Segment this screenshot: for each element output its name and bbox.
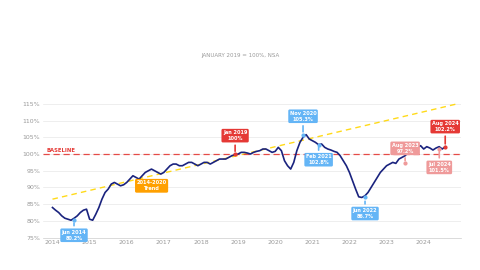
Text: BASELINE: BASELINE: [47, 148, 76, 153]
Text: Nov 2020
105.3%: Nov 2020 105.3%: [289, 111, 316, 132]
Text: Jun 2014
80.2%: Jun 2014 80.2%: [62, 223, 86, 241]
Text: Jan 2019
100%: Jan 2019 100%: [223, 130, 247, 151]
Text: Jul 2024
101.5%: Jul 2024 101.5%: [428, 152, 451, 173]
Text: Feb 2021
102.8%: Feb 2021 102.8%: [306, 147, 332, 165]
Text: Aug 2023
97.2%: Aug 2023 97.2%: [392, 143, 419, 161]
Text: Aug 2024
102.2%: Aug 2024 102.2%: [432, 121, 458, 144]
Text: Jun 2022
86.7%: Jun 2022 86.7%: [353, 201, 377, 219]
Text: PRIMERICA HBI™: PRIMERICA HBI™: [184, 23, 296, 36]
Text: JANUARY 2019 = 100%, NSA: JANUARY 2019 = 100%, NSA: [201, 53, 279, 58]
Text: 2014-2020
Trend: 2014-2020 Trend: [136, 180, 167, 191]
